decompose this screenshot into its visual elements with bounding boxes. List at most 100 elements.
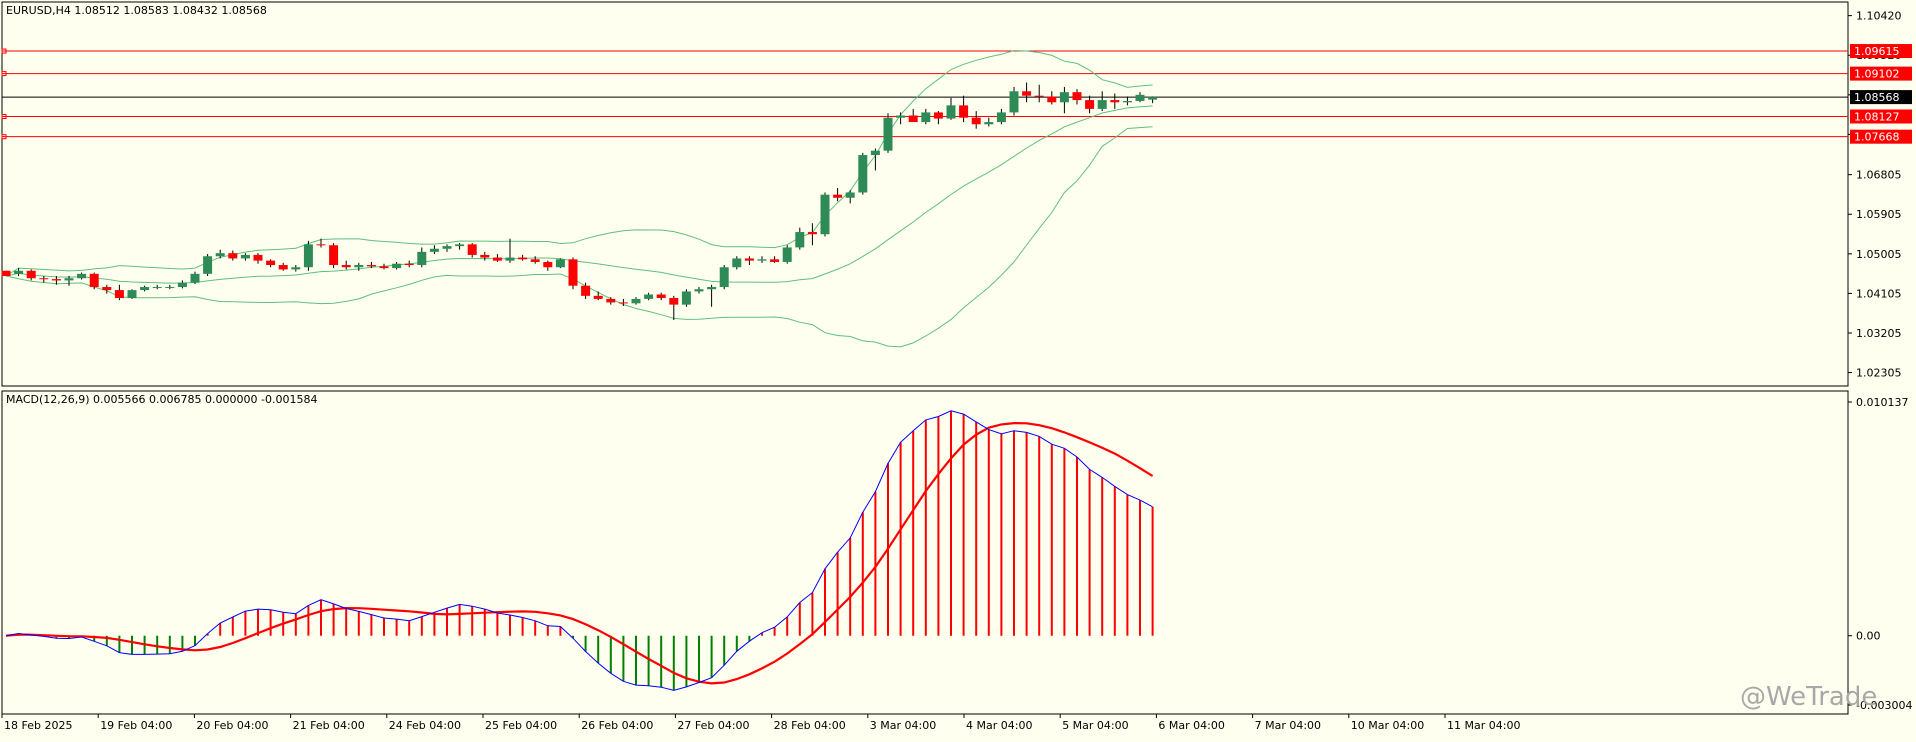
candle-body [644,294,654,299]
level-tag [1850,66,1912,81]
candle-body [215,253,225,257]
candle-body [921,112,931,123]
candle-body [896,115,906,118]
candle-body [694,289,704,292]
macd-tick-label: -0.003004 [1856,699,1912,712]
candle-body [1022,91,1032,96]
candle-body [492,257,502,261]
candle-body [1110,100,1120,103]
macd-lines [5,410,1154,691]
level-tag [1850,109,1912,124]
time-tick-label: 3 Mar 04:00 [870,719,936,732]
candle-body [291,267,301,270]
time-tick-label: 24 Feb 04:00 [389,719,461,732]
candle-body [1072,92,1082,101]
level-tag [1850,44,1912,59]
candle-body [303,244,313,268]
candle-body [933,112,943,119]
candle-body [442,246,452,249]
price-tick-label: 1.02305 [1856,367,1902,380]
candle-body [530,259,540,262]
level-tag-label: 1.07668 [1854,131,1900,144]
candle-body [114,290,124,299]
level-tag-label: 1.08127 [1854,110,1900,123]
candle-body [354,265,364,268]
macd-tick-label: 0.010137 [1856,396,1909,409]
candle-body [39,278,49,280]
candle-body [1097,100,1107,109]
candle-body [795,232,805,248]
candle-body [392,263,402,269]
candle-body [555,259,565,268]
time-tick-label: 21 Feb 04:00 [293,719,365,732]
macd-panel-frame [1,390,1849,715]
price-tick-label: 1.05905 [1856,208,1902,221]
time-tick-label: 7 Mar 04:00 [1255,719,1321,732]
candle-body [190,273,200,283]
candle-body [329,245,339,266]
candle-body [278,265,288,270]
candle-body [1059,92,1069,103]
time-tick-label: 10 Mar 04:00 [1351,719,1424,732]
level-anchor [1,113,7,119]
candle-body [518,257,528,260]
candle-body [417,251,427,266]
level-anchor [1,48,7,54]
level-tag [1850,129,1912,144]
time-tick-label: 19 Feb 04:00 [100,719,172,732]
candle-body [266,260,276,266]
candle-body [1,270,11,277]
price-tick-label: 1.03205 [1856,327,1902,340]
candle-body [707,287,717,290]
time-tick-label: 28 Feb 04:00 [774,719,846,732]
time-tick-label: 27 Feb 04:00 [677,719,749,732]
price-tick-label: 1.05005 [1856,248,1902,261]
candle-body [908,115,918,123]
candle-body [480,254,490,258]
price-tick-label: 1.06805 [1856,169,1902,182]
time-axis: 18 Feb 2025 19 Feb 04:00 20 Feb 04:00 21 Fe… [1,714,1520,732]
candle-body [177,282,187,288]
candle-body [152,287,162,289]
candle-body [228,253,238,259]
current-price-label: 1.08568 [1854,91,1900,104]
price-panel-label: EURUSD,H4 1.08512 1.08583 1.08432 1.0856… [6,4,267,17]
candle-body [165,287,175,289]
candle-body [505,257,515,261]
candle-body [820,194,830,235]
candle-body [807,232,817,235]
candle-body [757,259,767,261]
macd-axis: 0.010137 0.00 -0.003004 [1848,396,1912,712]
candle-body [102,287,112,291]
time-tick-label: 11 Mar 04:00 [1447,719,1520,732]
candle-body [455,244,465,247]
time-tick-label: 5 Mar 04:00 [1062,719,1128,732]
candle-body [618,302,628,304]
candle-body [1009,91,1019,113]
candle-body [140,287,150,291]
candle-body [744,258,754,261]
candle-body [429,248,439,252]
candle-body [656,294,666,299]
time-tick-label: 20 Feb 04:00 [196,719,268,732]
candle-body [203,256,213,274]
candle-body [341,265,351,268]
candle-body [379,266,389,269]
candlesticks [1,82,1158,321]
macd-panel-label: MACD(12,26,9) 0.005566 0.006785 0.000000… [6,393,317,406]
candle-body [1122,100,1132,103]
current-price-tag [1850,90,1912,105]
candle-body [1148,97,1158,100]
candle-body [883,117,893,151]
level-anchor [1,71,7,77]
time-tick-label: 25 Feb 04:00 [485,719,557,732]
candle-body [631,298,641,304]
candle-body [971,117,981,125]
candle-body [51,279,61,281]
candle-body [64,278,74,281]
candle-body [568,259,578,286]
candle-body [366,265,376,267]
macd-histogram [17,410,1154,691]
